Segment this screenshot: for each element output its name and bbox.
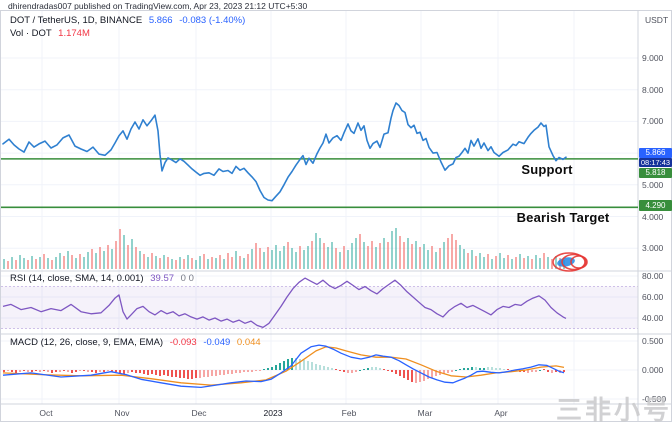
price-axis-label: 5.000 [642, 179, 664, 190]
rsi-extra-values: 0 0 [180, 273, 194, 284]
macd-line-value: -0.049 [203, 337, 231, 348]
rsi-axis-label: 60.00 [642, 292, 664, 302]
time-axis-label: Oct [39, 408, 53, 418]
price-axis-currency: USDT [645, 15, 669, 25]
time-axis-label: Apr [494, 408, 508, 418]
symbol-title[interactable]: DOT / TetherUS, 1D, BINANCE [10, 15, 143, 26]
rsi-label[interactable]: RSI (14, close, SMA, 14, 0.001) [10, 273, 144, 284]
support-annotation-text[interactable]: Support [521, 162, 573, 177]
chart-frame: DOT / TetherUS, 1D, BINANCE 5.866 -0.083… [0, 10, 672, 422]
rsi-value: 39.57 [150, 273, 175, 284]
volume-value: 1.174M [58, 28, 90, 39]
rsi-status-line: RSI (14, close, SMA, 14, 0.001) 39.57 0 … [10, 273, 194, 284]
price-change-value: -0.083 [179, 15, 207, 26]
price-axis-label: 7.000 [642, 116, 664, 127]
time-axis-label: Nov [114, 408, 130, 418]
macd-axis-label: -0.500 [642, 394, 667, 404]
macd-hist-value: -0.093 [169, 337, 197, 348]
macd-axis-label: 0.500 [642, 336, 664, 346]
price-axis-label: 3.000 [642, 243, 664, 254]
time-axis-label: 2023 [263, 408, 283, 418]
macd-signal-value: 0.044 [236, 337, 261, 348]
price-axis-label: 9.000 [642, 53, 664, 63]
rsi-axis-label: 80.00 [642, 271, 664, 281]
rsi-axis-label: 40.00 [642, 313, 664, 323]
macd-axis-label: 0.000 [642, 365, 664, 375]
symbol-status-line: DOT / TetherUS, 1D, BINANCE 5.866 -0.083… [10, 15, 245, 26]
target-level-badge: 4.290 [639, 200, 672, 211]
time-axis-label: Mar [417, 408, 433, 418]
macd-label[interactable]: MACD (12, 26, close, 9, EMA, EMA) [10, 337, 164, 348]
chart-canvas[interactable] [1, 11, 672, 421]
bearish-target-annotation-text[interactable]: Bearish Target [516, 210, 610, 225]
bar-countdown-badge: 08:17:43 [639, 158, 672, 167]
last-price-badge: 5.866 [639, 148, 672, 158]
price-change-percent: (-1.40%) [208, 15, 246, 26]
macd-status-line: MACD (12, 26, close, 9, EMA, EMA) -0.093… [10, 337, 261, 348]
volume-label[interactable]: Vol · DOT [10, 28, 52, 39]
last-price-value: 5.866 [148, 15, 173, 26]
price-axis-label: 4.000 [642, 211, 664, 222]
support-level-badge: 5.818 [639, 168, 672, 178]
time-axis-label: Feb [341, 408, 357, 418]
time-axis-label: Dec [191, 408, 207, 418]
price-axis-label: 8.000 [642, 84, 664, 95]
published-byline: dhirendradas007 published on TradingView… [8, 1, 308, 11]
volume-status-line: Vol · DOT 1.174M [10, 28, 90, 39]
watermark-text: 三非小号 [556, 395, 672, 425]
